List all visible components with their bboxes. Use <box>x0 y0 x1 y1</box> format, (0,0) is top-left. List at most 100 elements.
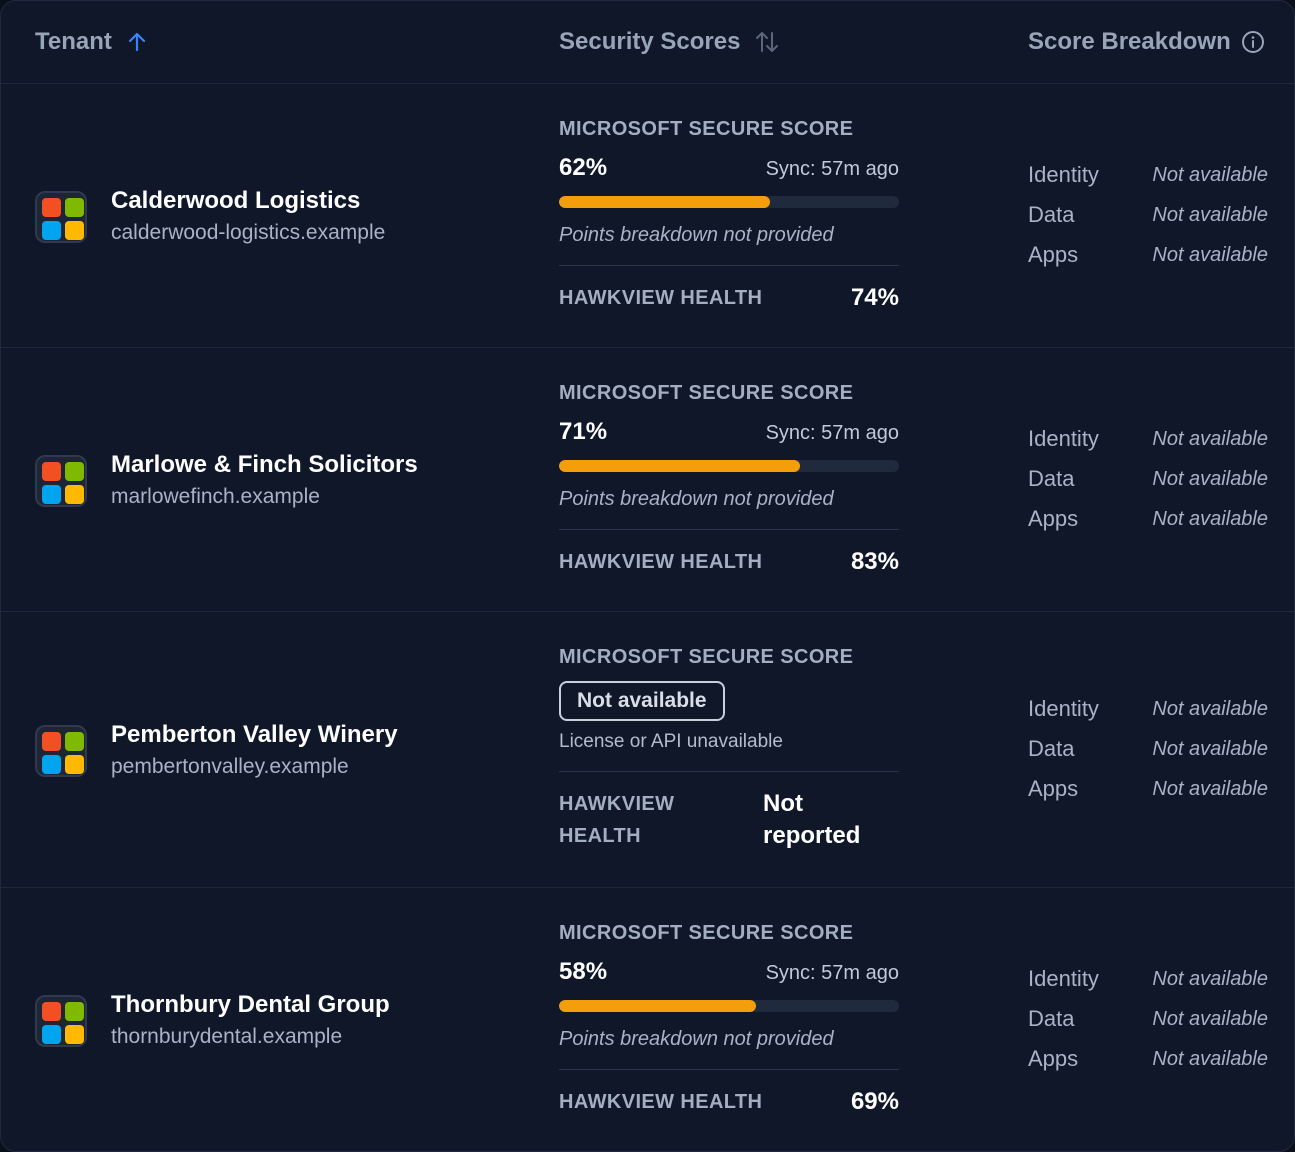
table-row[interactable]: Marlowe & Finch Solicitors marlowefinch.… <box>1 348 1294 612</box>
breakdown-key-data: Data <box>1028 1006 1075 1031</box>
points-breakdown-note: Points breakdown not provided <box>559 224 834 246</box>
sort-arrows-icon[interactable] <box>754 29 780 55</box>
not-available-badge: Not available <box>559 681 725 721</box>
tenant-domain: marlowefinch.example <box>111 485 320 508</box>
breakdown-value: Not available <box>1152 1007 1268 1030</box>
tenant-cell: Marlowe & Finch Solicitors marlowefinch.… <box>35 450 418 512</box>
breakdown-key-apps: Apps <box>1028 242 1079 267</box>
breakdown-value: Not available <box>1152 777 1268 800</box>
table-row[interactable]: Pemberton Valley Winery pembertonvalley.… <box>1 612 1294 888</box>
license-unavailable-note: License or API unavailable <box>559 731 783 752</box>
points-breakdown-note: Points breakdown not provided <box>559 1028 834 1050</box>
column-label-score-breakdown: Score Breakdown <box>1028 28 1231 55</box>
microsoft-logo-icon <box>35 191 87 243</box>
divider <box>559 1069 899 1070</box>
breakdown-key-identity: Identity <box>1028 426 1099 451</box>
sync-status: Sync: 57m ago <box>765 962 899 984</box>
hawkview-health-value: 69% <box>850 1088 899 1115</box>
score-breakdown-cell: Identity Not available Data Not available … <box>1028 959 1268 1079</box>
breakdown-value: Not available <box>1152 427 1268 450</box>
microsoft-secure-score-label: MICROSOFT SECURE SCORE <box>559 118 854 140</box>
microsoft-secure-score-label: MICROSOFT SECURE SCORE <box>559 922 854 944</box>
microsoft-logo-icon <box>35 725 87 777</box>
table-header: Tenant Security Scores Score Breakdown <box>1 1 1294 84</box>
breakdown-key-apps: Apps <box>1028 506 1079 531</box>
score-breakdown-cell: Identity Not available Data Not available … <box>1028 155 1268 275</box>
breakdown-value: Not available <box>1152 697 1268 720</box>
tenant-name: Pemberton Valley Winery <box>111 721 398 748</box>
hawkview-health-label-line: HEALTH <box>559 825 642 847</box>
tenant-name: Calderwood Logistics <box>111 187 361 214</box>
secure-score-progress-fill <box>559 1000 757 1012</box>
security-scores-cell: MICROSOFT SECURE SCORE 58% Sync: 57m ago… <box>559 922 899 1116</box>
tenant-cell: Thornbury Dental Group thornburydental.e… <box>35 990 390 1052</box>
security-scores-cell: MICROSOFT SECURE SCORE Not available Lic… <box>559 646 899 852</box>
breakdown-value: Not available <box>1152 737 1268 760</box>
tenant-domain: thornburydental.example <box>111 1025 343 1048</box>
breakdown-value: Not available <box>1152 203 1268 226</box>
microsoft-secure-score-label: MICROSOFT SECURE SCORE <box>559 646 854 668</box>
divider <box>559 529 899 530</box>
breakdown-key-identity: Identity <box>1028 696 1099 721</box>
breakdown-key-data: Data <box>1028 202 1075 227</box>
breakdown-key-data: Data <box>1028 736 1075 761</box>
hawkview-health-value: 74% <box>850 284 899 311</box>
hawkview-health-label: HAWKVIEW HEALTH <box>559 788 763 852</box>
table-row[interactable]: Calderwood Logistics calderwood-logistic… <box>1 84 1294 348</box>
hawkview-health-label: HAWKVIEW HEALTH <box>559 550 763 573</box>
microsoft-secure-score-label: MICROSOFT SECURE SCORE <box>559 382 854 404</box>
tenant-domain: pembertonvalley.example <box>111 755 349 778</box>
secure-score-progress-bar <box>559 1000 899 1012</box>
hawkview-health-label: HAWKVIEW HEALTH <box>559 286 763 309</box>
security-scores-cell: MICROSOFT SECURE SCORE 71% Sync: 57m ago… <box>559 382 899 576</box>
microsoft-logo-icon <box>35 455 87 507</box>
hawkview-health-label-line: HAWKVIEW <box>559 793 675 815</box>
info-icon[interactable] <box>1241 30 1265 54</box>
tenant-name: Thornbury Dental Group <box>111 991 390 1018</box>
score-breakdown-cell: Identity Not available Data Not available … <box>1028 689 1268 809</box>
score-breakdown-cell: Identity Not available Data Not available … <box>1028 419 1268 539</box>
tenant-domain: calderwood-logistics.example <box>111 221 386 244</box>
column-header-security-scores[interactable]: Security Scores <box>559 1 780 83</box>
hawkview-health-value: 83% <box>850 548 899 575</box>
hawkview-health-label: HAWKVIEW HEALTH <box>559 1090 763 1113</box>
hawkview-health-value-line: Not <box>763 790 803 817</box>
divider <box>559 771 899 772</box>
microsoft-secure-score-value: 58% <box>559 958 608 985</box>
breakdown-value: Not available <box>1152 507 1268 530</box>
column-header-score-breakdown: Score Breakdown <box>1028 1 1265 83</box>
tenant-cell: Calderwood Logistics calderwood-logistic… <box>35 186 385 248</box>
column-header-tenant[interactable]: Tenant <box>35 1 148 83</box>
breakdown-value: Not available <box>1152 967 1268 990</box>
microsoft-secure-score-value: 62% <box>559 154 608 181</box>
table-row[interactable]: Thornbury Dental Group thornburydental.e… <box>1 888 1294 1151</box>
arrow-up-icon[interactable] <box>126 31 148 53</box>
secure-score-progress-bar <box>559 196 899 208</box>
hawkview-health-value: Not reported <box>763 788 860 852</box>
breakdown-key-apps: Apps <box>1028 776 1079 801</box>
tenant-cell: Pemberton Valley Winery pembertonvalley.… <box>35 720 398 782</box>
breakdown-value: Not available <box>1152 243 1268 266</box>
divider <box>559 265 899 266</box>
column-label-security-scores: Security Scores <box>559 28 741 55</box>
breakdown-value: Not available <box>1152 467 1268 490</box>
microsoft-secure-score-value: 71% <box>559 418 608 445</box>
breakdown-key-identity: Identity <box>1028 966 1099 991</box>
sync-status: Sync: 57m ago <box>765 158 899 180</box>
breakdown-value: Not available <box>1152 1047 1268 1070</box>
breakdown-key-data: Data <box>1028 466 1075 491</box>
microsoft-logo-icon <box>35 995 87 1047</box>
security-scores-cell: MICROSOFT SECURE SCORE 62% Sync: 57m ago… <box>559 118 899 312</box>
hawkview-health-value-line: reported <box>763 822 861 849</box>
tenant-name: Marlowe & Finch Solicitors <box>111 451 418 478</box>
sync-status: Sync: 57m ago <box>765 422 899 444</box>
breakdown-value: Not available <box>1152 163 1268 186</box>
column-label-tenant: Tenant <box>35 28 112 55</box>
points-breakdown-note: Points breakdown not provided <box>559 488 834 510</box>
secure-score-progress-fill <box>559 196 770 208</box>
secure-score-progress-fill <box>559 460 801 472</box>
breakdown-key-identity: Identity <box>1028 162 1099 187</box>
breakdown-key-apps: Apps <box>1028 1046 1079 1071</box>
secure-score-progress-bar <box>559 460 899 472</box>
